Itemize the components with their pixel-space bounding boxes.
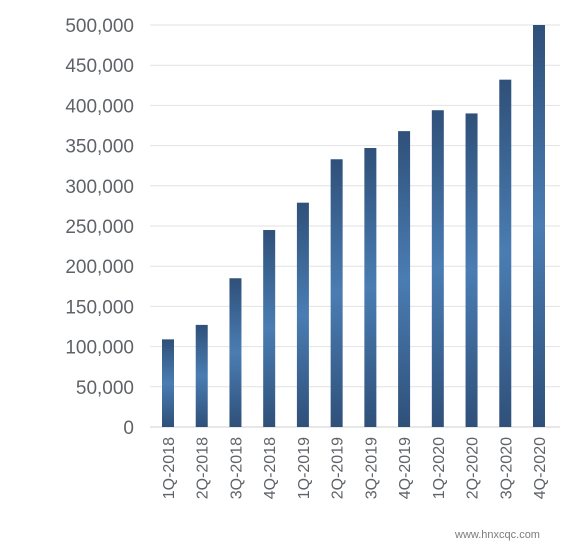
bar-2Q-2019 <box>330 159 343 427</box>
y-tick-label: 400,000 <box>65 96 134 117</box>
y-tick-label: 200,000 <box>65 257 134 278</box>
y-tick-label: 500,000 <box>65 16 134 37</box>
bar-3Q-2020 <box>499 79 512 427</box>
y-tick-label: 150,000 <box>65 297 134 318</box>
bar-2Q-2020 <box>465 113 478 427</box>
x-tick-label: 3Q-2019 <box>363 437 380 499</box>
x-tick-label: 2Q-2018 <box>195 437 212 499</box>
watermark-text: www.hnxcqc.com <box>454 529 540 541</box>
y-tick-label: 50,000 <box>76 378 134 399</box>
x-axis-ticks: 1Q-2018 2Q-2018 3Q-2018 4Q-2018 1Q-2019 2Q-20… <box>161 437 549 499</box>
bar-3Q-2018 <box>229 278 242 427</box>
x-tick-label: 4Q-2020 <box>532 437 549 499</box>
x-tick-label: 1Q-2018 <box>161 437 178 499</box>
y-tick-label: 0 <box>123 418 134 439</box>
x-tick-label: 2Q-2019 <box>330 437 347 499</box>
bar-4Q-2018 <box>263 230 276 427</box>
y-tick-label: 350,000 <box>65 137 134 158</box>
x-tick-label: 3Q-2018 <box>228 437 245 499</box>
bar-3Q-2019 <box>364 148 377 427</box>
y-axis-ticks: 0 50,000 100,000 150,000 200,000 250,000 300,0… <box>65 16 134 439</box>
bar-4Q-2019 <box>398 131 411 428</box>
watermark: www.hnxcqc.com <box>454 529 540 541</box>
bar-1Q-2019 <box>296 202 309 427</box>
bar-2Q-2018 <box>195 324 208 427</box>
bar-1Q-2020 <box>431 110 444 427</box>
x-tick-label: 1Q-2019 <box>296 437 313 499</box>
bar-1Q-2018 <box>162 339 174 427</box>
x-tick-label: 1Q-2020 <box>431 437 448 499</box>
x-tick-label: 4Q-2019 <box>397 437 414 499</box>
x-tick-label: 2Q-2020 <box>465 437 482 499</box>
bar-4Q-2020 <box>533 25 545 427</box>
x-tick-label: 3Q-2020 <box>498 437 515 499</box>
y-tick-label: 250,000 <box>65 217 134 238</box>
y-tick-label: 450,000 <box>65 56 134 77</box>
y-tick-label: 300,000 <box>65 177 134 198</box>
bars <box>162 25 545 428</box>
x-tick-label: 4Q-2018 <box>262 437 279 499</box>
gridlines <box>150 24 560 428</box>
y-tick-label: 100,000 <box>65 338 134 359</box>
